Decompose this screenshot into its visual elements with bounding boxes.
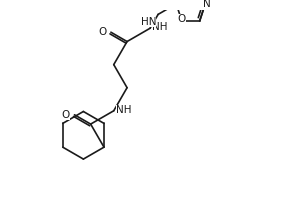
Text: O: O [61, 110, 70, 120]
Text: O: O [98, 27, 106, 37]
Text: N: N [203, 0, 211, 9]
Text: HN: HN [141, 17, 156, 27]
Text: NH: NH [152, 22, 167, 32]
Text: O: O [178, 14, 186, 24]
Text: NH: NH [116, 105, 131, 115]
